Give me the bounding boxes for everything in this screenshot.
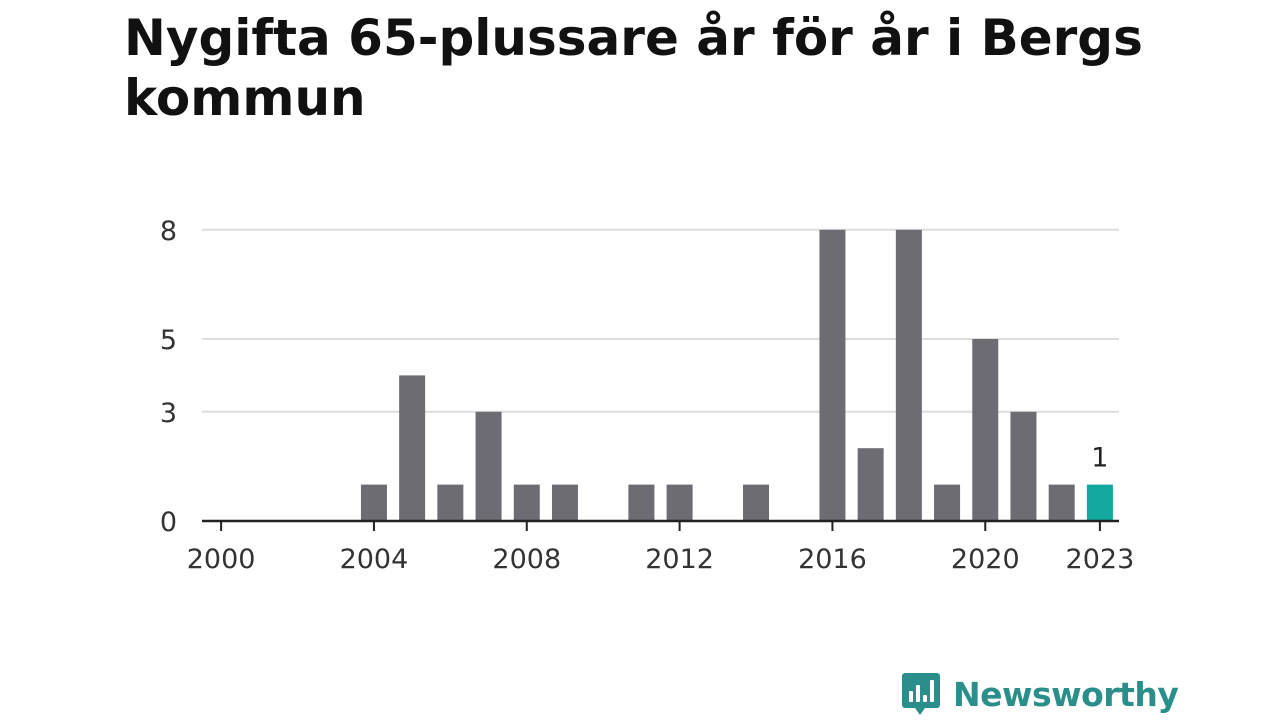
bar-chart: 0 3 5 8 1 2000 2004 2008 2012 2016 2020 2023 — [160, 216, 1134, 575]
newsworthy-logo: Newsworthy — [901, 671, 1179, 717]
x-tick-label: 2004 — [340, 544, 409, 575]
x-tick-label: 2000 — [187, 544, 256, 575]
bar — [972, 339, 999, 521]
highlight-bar — [1086, 484, 1113, 521]
bar — [399, 375, 426, 521]
bar — [475, 411, 502, 521]
chart-title: Nygifta 65-plussare år för år i Bergs ko… — [124, 9, 1143, 127]
labels: 0 3 5 8 1 2000 2004 2008 2012 2016 2020 2023 — [160, 216, 1134, 575]
bar — [819, 229, 846, 522]
bar — [360, 484, 387, 521]
x-tick-label: 2012 — [645, 544, 714, 575]
bar — [437, 484, 464, 521]
x-tick-label: 2016 — [798, 544, 867, 575]
x-tick-label: 2008 — [492, 544, 561, 575]
x-tick-label: 2020 — [951, 544, 1020, 575]
bar — [513, 484, 540, 521]
bar — [934, 484, 961, 521]
bar — [1048, 484, 1075, 521]
bar — [666, 484, 693, 521]
y-tick-label: 8 — [160, 216, 177, 247]
grid-lines — [202, 228, 1119, 413]
bar — [743, 484, 770, 521]
data-label: 1 — [1091, 443, 1108, 474]
bar — [1010, 411, 1037, 521]
brand-name: Newsworthy — [953, 674, 1179, 714]
bar — [857, 448, 884, 521]
y-tick-label: 3 — [160, 398, 177, 429]
y-tick-label: 0 — [160, 507, 177, 538]
bar — [628, 484, 655, 521]
axes — [202, 519, 1119, 531]
bars — [360, 229, 1113, 522]
y-tick-label: 5 — [160, 325, 177, 356]
newsworthy-icon — [902, 673, 940, 715]
bar — [551, 484, 578, 521]
bar — [895, 229, 922, 522]
x-tick-label: 2023 — [1066, 544, 1135, 575]
